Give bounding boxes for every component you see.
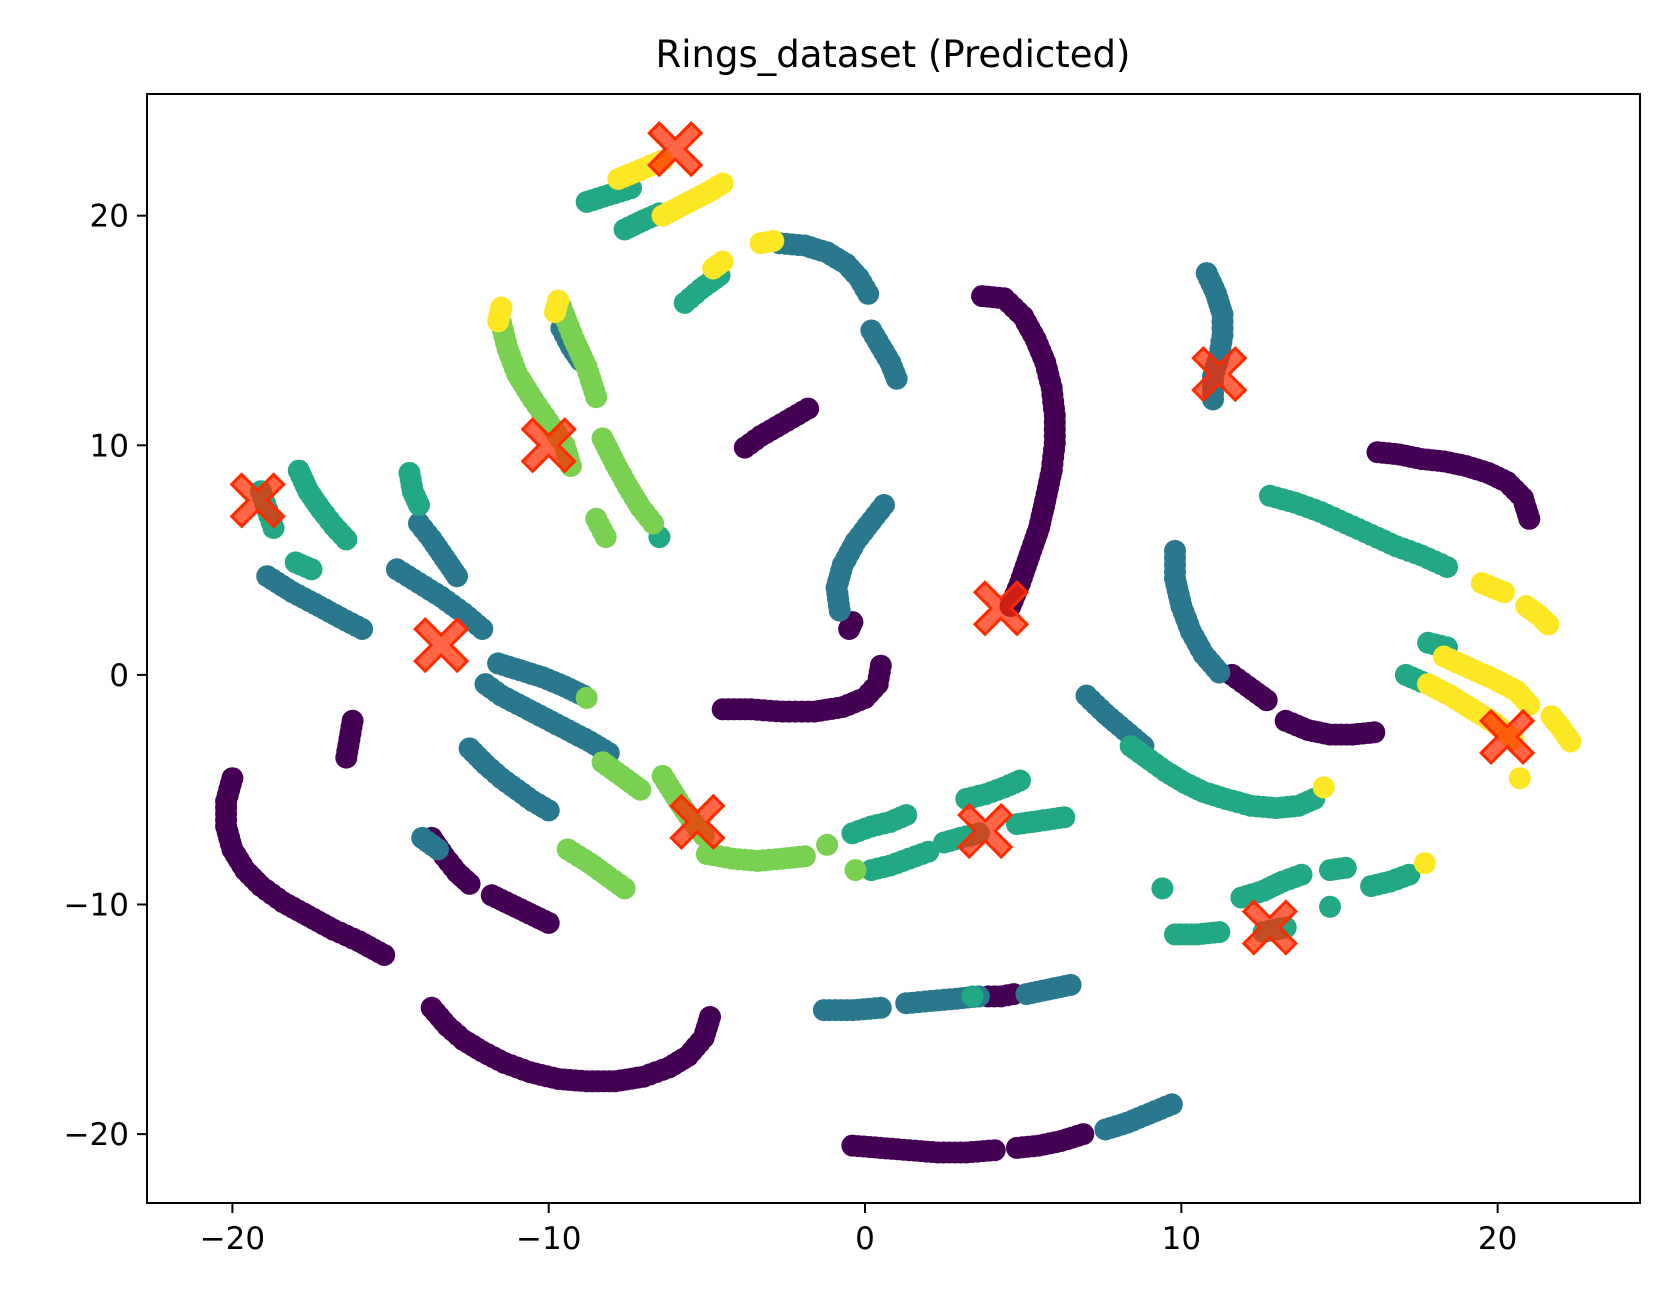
data-point [816, 833, 839, 856]
data-point [471, 618, 494, 640]
data-point [895, 804, 918, 826]
data-point [335, 528, 358, 551]
data-point [1208, 661, 1231, 684]
data-point [844, 859, 867, 882]
data-point [1493, 581, 1515, 604]
cluster-0-series [215, 285, 1541, 1164]
data-point [1059, 973, 1082, 996]
centroid-marker [520, 417, 577, 474]
data-point [256, 565, 279, 588]
data-point [1290, 863, 1313, 886]
centroid-marker [972, 580, 1030, 637]
x-tick-label: −20 [200, 1221, 265, 1257]
y-axis: −20 −10 0 10 20 [64, 199, 147, 1153]
data-point [1312, 776, 1335, 799]
y-tick-label: −10 [64, 888, 129, 924]
data-point [537, 799, 560, 822]
data-point [1363, 721, 1386, 744]
data-point [1398, 863, 1421, 886]
data-point [427, 838, 449, 861]
data-point [1319, 895, 1341, 918]
data-point [1151, 877, 1174, 900]
centroid-marker [669, 793, 726, 851]
data-point [762, 229, 785, 252]
data-point [869, 996, 892, 1019]
data-point [300, 558, 323, 581]
data-point [1518, 507, 1541, 530]
data-point [594, 526, 617, 549]
cluster-4-series [487, 149, 1582, 875]
data-point [885, 367, 908, 390]
data-point [1508, 767, 1531, 790]
data-point [711, 172, 734, 195]
data-point [1255, 689, 1278, 712]
plot-area-frame [146, 93, 1641, 1204]
centroid-marker [1241, 899, 1299, 956]
data-point [1072, 1123, 1095, 1146]
data-point [1160, 1093, 1183, 1116]
chart-title: Rings_dataset (Predicted) [656, 33, 1131, 76]
data-point [1537, 613, 1560, 636]
y-tick-label: 10 [90, 428, 129, 464]
data-point [575, 686, 598, 709]
data-point [793, 845, 816, 868]
centroid-marker [647, 120, 704, 178]
data-point [1413, 852, 1436, 875]
y-tick-label: 0 [109, 658, 129, 694]
data-point [446, 565, 468, 588]
data-point [857, 282, 880, 305]
centroid-marker [229, 472, 286, 529]
x-tick-label: 0 [855, 1221, 875, 1257]
centroids-layer [229, 120, 1536, 956]
data-point [1334, 856, 1357, 879]
data-point [544, 301, 566, 324]
centroid-marker [413, 616, 470, 674]
data-point [1559, 730, 1582, 753]
data-point [873, 494, 895, 516]
data-point [699, 1006, 721, 1028]
data-point [642, 512, 665, 535]
centroid-marker [1478, 708, 1536, 766]
data-point [1009, 769, 1031, 792]
data-point [1436, 556, 1458, 578]
data-point [335, 746, 358, 769]
y-tick-label: −20 [64, 1117, 129, 1153]
data-point [1053, 806, 1076, 829]
cluster-1-series [256, 232, 1234, 1141]
data-point [961, 985, 984, 1008]
data-point [458, 872, 481, 895]
data-point [613, 877, 636, 900]
data-point [983, 1139, 1006, 1162]
data-point [487, 310, 510, 333]
data-point [537, 911, 560, 934]
y-tick-label: 20 [90, 199, 129, 235]
data-point [1208, 921, 1231, 944]
data-point [585, 386, 608, 409]
x-tick-label: −10 [516, 1221, 581, 1257]
data-point [869, 654, 892, 677]
data-point [373, 944, 396, 966]
data-point [408, 494, 430, 516]
x-tick-label: 20 [1478, 1221, 1517, 1257]
data-point [797, 397, 820, 420]
x-tick-label: 10 [1162, 1221, 1201, 1257]
centroid-marker [1191, 345, 1248, 403]
x-axis: −20 −10 0 10 20 [200, 1203, 1517, 1257]
data-point [711, 250, 734, 273]
data-point [629, 778, 652, 801]
centroid-marker [957, 802, 1014, 860]
